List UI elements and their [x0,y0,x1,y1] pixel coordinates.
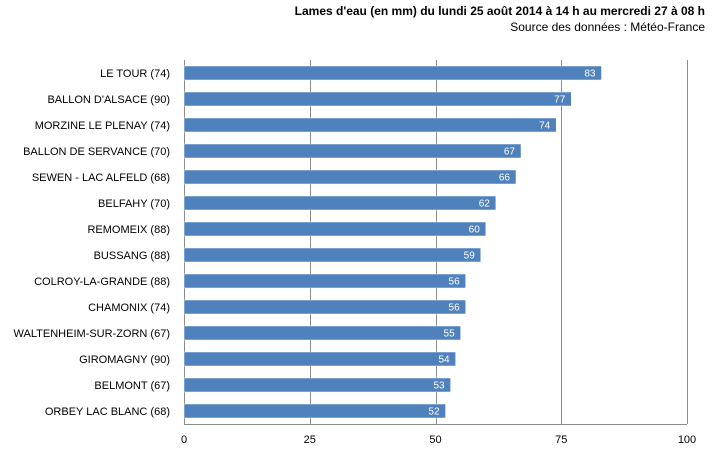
x-tick-label: 100 [678,434,696,446]
bar [183,65,602,81]
category-label: BALLON DE SERVANCE (70) [23,146,170,158]
category-label: BALLON D'ALSACE (90) [47,94,170,106]
data-label: 55 [444,329,456,340]
bar [183,403,446,419]
bar [183,117,557,133]
bar [183,143,522,159]
data-label: 56 [449,303,461,314]
bar [183,377,451,393]
data-label: 77 [554,95,566,106]
x-tick-label: 50 [429,434,441,446]
bar [183,169,517,185]
category-label: SEWEN - LAC ALFELD (68) [32,172,170,184]
category-label: BELMONT (67) [94,380,170,392]
bar [183,247,482,263]
x-tick-label: 25 [304,434,316,446]
category-label: ORBEY LAC BLANC (68) [45,406,170,418]
category-label: MORZINE LE PLENAY (74) [35,120,170,132]
bar [183,91,572,107]
category-label: COLROY-LA-GRANDE (88) [34,276,170,288]
category-labels: LE TOUR (74) BALLON D'ALSACE (90) MORZINE … [14,68,170,418]
gridlines [184,60,688,425]
data-label: 62 [479,199,491,210]
x-axis-ticks: 0 25 50 75 100 [181,434,696,446]
chart-subtitle: Source des données : Météo-France [510,20,705,34]
data-label: 83 [584,69,596,80]
data-label: 74 [539,121,551,132]
data-label: 54 [438,355,450,366]
category-label: WALTENHEIM-SUR-ZORN (67) [14,328,170,340]
chart-title: Lames d'eau (en mm) du lundi 25 août 201… [294,4,705,18]
category-label: REMOMEIX (88) [87,224,170,236]
bars: 83 77 74 67 66 62 60 59 56 56 55 54 53 52 [183,65,602,419]
bar [183,273,466,289]
bar [183,299,466,315]
category-label: LE TOUR (74) [100,68,170,80]
data-label: 52 [428,407,440,418]
bar [183,325,461,341]
bar [183,351,456,367]
category-label: BUSSANG (88) [94,250,170,262]
category-label: BELFAHY (70) [98,198,170,210]
x-tick-label: 0 [181,434,187,446]
data-label: 53 [433,381,445,392]
bar [183,221,487,237]
x-tick-label: 75 [555,434,567,446]
data-label: 56 [449,277,461,288]
data-label: 59 [464,251,476,262]
bar [183,195,497,211]
data-label: 66 [499,173,511,184]
category-label: CHAMONIX (74) [88,302,170,314]
data-label: 60 [469,225,481,236]
data-label: 67 [504,147,516,158]
category-label: GIROMAGNY (90) [79,354,170,366]
